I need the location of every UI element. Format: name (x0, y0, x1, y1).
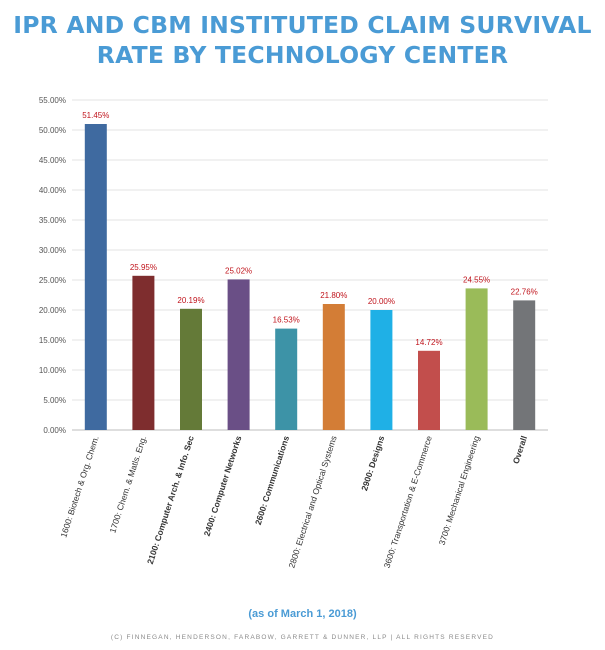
category-label: 2600: Communications (253, 434, 291, 526)
bar (84, 124, 107, 430)
bar (465, 288, 488, 430)
y-tick-label: 15.00% (39, 336, 66, 345)
data-label: 21.80% (320, 291, 347, 300)
bar-chart: 0.00% 5.00% 10.00% 15.00% 20.00% 25.00% 30.00%… (39, 96, 548, 570)
data-label: 25.02% (225, 266, 252, 275)
data-label: 20.19% (177, 296, 204, 305)
bar (132, 275, 155, 430)
y-tick-label: 5.00% (43, 396, 66, 405)
data-label: 22.76% (511, 287, 538, 296)
y-tick-label: 50.00% (39, 126, 66, 135)
date-note: (as of March 1, 2018) (248, 608, 357, 620)
category-label: 1600: Biotech & Org. Chem. (58, 435, 100, 539)
bar (227, 279, 250, 430)
data-label: 20.00% (368, 297, 395, 306)
bar (513, 300, 536, 430)
bar (370, 310, 393, 430)
bar (180, 308, 202, 430)
category-label: 2800: Electrical and Optical Systems (286, 435, 338, 570)
data-label: 51.45% (82, 111, 109, 120)
category-label: 2100: Computer Arch. & Info. Sec (145, 434, 196, 565)
y-tick-label: 45.00% (39, 156, 66, 165)
category-label: 1700: Chem. & Matls. Eng. (107, 435, 148, 535)
category-label: 3700: Mechanical Engineering (437, 434, 482, 546)
data-label: 14.72% (415, 338, 442, 347)
y-tick-label: 30.00% (39, 246, 66, 255)
data-label: 16.53% (273, 316, 300, 325)
y-tick-label: 10.00% (39, 366, 66, 375)
y-tick-label: 40.00% (39, 186, 66, 195)
y-tick-label: 20.00% (39, 306, 66, 315)
data-label: 24.55% (463, 275, 490, 284)
y-tick-label: 0.00% (43, 426, 66, 435)
y-tick-label: 55.00% (39, 96, 66, 105)
copyright-notice: (C) FINNEGAN, HENDERSON, FARABOW, GARRET… (110, 634, 495, 641)
category-label: 3600: Transportation & E-Commerce (382, 434, 434, 569)
category-label: 2900: Designs (359, 434, 386, 492)
bar (275, 328, 298, 430)
y-tick-label: 25.00% (39, 276, 66, 285)
chart-title: IPR AND CBM INSTITUTED CLAIM SURVIVAL RA… (0, 10, 605, 70)
chart-title-line-2: RATE BY TECHNOLOGY CENTER (96, 41, 509, 69)
category-label: 2400: Computer Networks (202, 434, 244, 537)
chart-title-line-1: IPR AND CBM INSTITUTED CLAIM SURVIVAL (13, 11, 592, 39)
bar (418, 350, 440, 430)
data-label: 25.95% (130, 263, 157, 272)
bar (322, 304, 345, 430)
y-tick-label: 35.00% (39, 216, 66, 225)
category-label: Overall (511, 435, 529, 466)
